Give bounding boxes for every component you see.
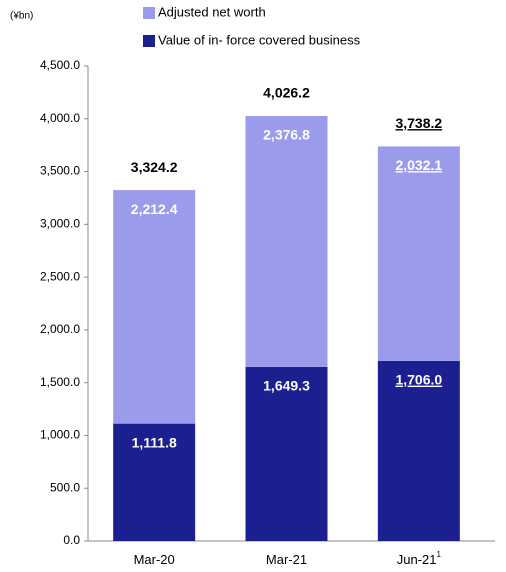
bar-segment	[245, 116, 328, 367]
y-tick-label: 2,500.0	[40, 269, 80, 283]
bar-segment	[113, 423, 196, 541]
y-tick-label: 4,500.0	[40, 58, 80, 72]
legend-label: Value of in- force covered business	[158, 32, 361, 47]
x-tick-label: Mar-20	[134, 552, 175, 567]
category-name: Jun-21	[397, 552, 437, 567]
bar-segment	[113, 190, 196, 424]
y-tick-label: 2,000.0	[40, 322, 80, 336]
value-label: 1,706.0	[395, 372, 442, 388]
bar-segment	[377, 146, 460, 361]
legend-swatch	[143, 35, 155, 47]
x-tick-label: Mar-21	[266, 552, 307, 567]
value-label: 2,212.4	[131, 201, 178, 217]
total-label: 3,738.2	[395, 115, 442, 131]
value-label: 1,111.8	[132, 434, 177, 450]
value-label: 2,032.1	[395, 157, 442, 173]
bar-segment	[245, 366, 328, 541]
y-tick-label: 0.0	[63, 533, 80, 547]
value-label: 2,376.8	[263, 127, 310, 143]
legend-label: Adjusted net worth	[158, 4, 266, 19]
x-tick-label: Jun-211	[397, 550, 442, 567]
bar-segment	[377, 360, 460, 541]
total-label: 3,324.2	[131, 159, 178, 175]
y-tick-label: 1,000.0	[40, 428, 80, 442]
y-tick-label: 4,000.0	[40, 111, 80, 125]
footnote-mark: 1	[436, 550, 441, 559]
y-tick-label: 3,000.0	[40, 217, 80, 231]
value-label: 1,649.3	[263, 378, 310, 394]
y-tick-label: 3,500.0	[40, 164, 80, 178]
category-name: Mar-20	[134, 552, 175, 567]
category-name: Mar-21	[266, 552, 307, 567]
total-label: 4,026.2	[263, 85, 310, 101]
legend-swatch	[143, 7, 155, 19]
unit-label: (¥bn)	[10, 11, 33, 22]
y-tick-label: 1,500.0	[40, 375, 80, 389]
y-tick-label: 500.0	[50, 480, 80, 494]
